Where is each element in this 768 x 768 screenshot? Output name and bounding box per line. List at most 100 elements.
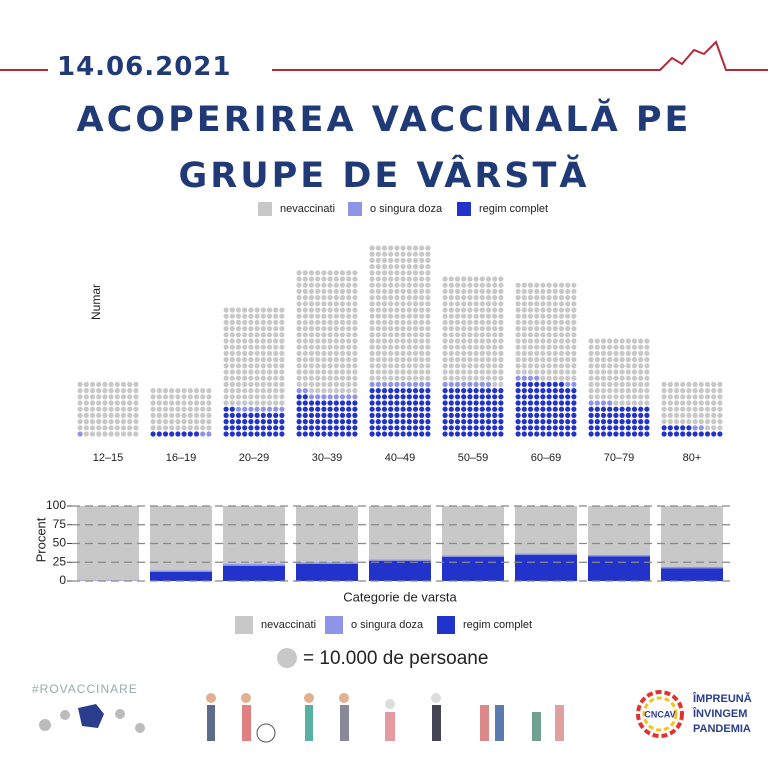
dot <box>565 301 571 307</box>
dot <box>454 301 461 307</box>
dot <box>552 307 558 313</box>
dot <box>406 276 412 282</box>
dot <box>114 381 120 387</box>
y-tick-label: 25 <box>53 554 67 568</box>
dot <box>412 412 419 418</box>
dot <box>89 400 96 406</box>
dot <box>235 412 242 418</box>
dot <box>296 295 302 301</box>
dot <box>546 375 552 381</box>
dot <box>492 412 498 418</box>
dot <box>400 412 406 418</box>
dot <box>479 425 485 431</box>
dot <box>527 344 534 350</box>
dot <box>492 363 498 369</box>
dot <box>327 270 333 276</box>
dot <box>540 412 546 418</box>
dot <box>619 381 625 387</box>
dot <box>162 406 169 412</box>
dot <box>454 425 461 431</box>
dot <box>717 412 723 418</box>
dot <box>375 388 381 394</box>
slogan: ÎMPREUNĂ <box>692 692 752 705</box>
dot <box>492 394 498 400</box>
dot <box>565 344 571 350</box>
dot-segment <box>296 270 358 394</box>
dot <box>473 326 479 332</box>
bar-segment <box>661 566 723 569</box>
dot <box>120 431 127 437</box>
dot <box>534 282 540 288</box>
dot <box>77 419 83 425</box>
dot <box>273 388 279 394</box>
legend-label: nevaccinati <box>261 619 316 631</box>
dot <box>302 307 308 313</box>
dot <box>235 369 242 375</box>
dot <box>448 276 454 282</box>
dot <box>442 313 448 319</box>
dot <box>521 381 527 387</box>
dot <box>638 375 644 381</box>
dot <box>594 425 600 431</box>
dot <box>133 419 139 425</box>
dot <box>254 313 260 319</box>
dot <box>242 357 248 363</box>
dot <box>223 313 229 319</box>
dot <box>619 431 625 437</box>
dot <box>352 276 358 282</box>
dot <box>156 431 162 437</box>
dot <box>333 350 339 356</box>
dot <box>613 344 619 350</box>
dot <box>631 357 638 363</box>
dot <box>114 388 120 394</box>
dot <box>369 431 375 437</box>
dot <box>534 332 540 338</box>
dot <box>169 412 175 418</box>
dot <box>77 388 83 394</box>
dot <box>527 282 534 288</box>
dot <box>571 319 577 325</box>
dot <box>120 400 127 406</box>
dot <box>400 326 406 332</box>
dot <box>375 357 381 363</box>
dot <box>667 394 673 400</box>
dot <box>473 369 479 375</box>
dot <box>419 357 425 363</box>
dot <box>235 431 242 437</box>
dot <box>175 388 181 394</box>
dot <box>308 344 315 350</box>
dot <box>461 394 467 400</box>
dot <box>394 245 400 251</box>
dot <box>381 282 388 288</box>
dot <box>133 388 139 394</box>
dot <box>454 332 461 338</box>
dot <box>254 419 260 425</box>
dot <box>223 406 229 412</box>
dot <box>333 338 339 344</box>
dot-segment <box>661 425 723 437</box>
dot <box>467 394 473 400</box>
dot <box>425 431 431 437</box>
dot <box>565 295 571 301</box>
legend-swatch <box>325 616 343 634</box>
dot <box>571 282 577 288</box>
dot <box>717 394 723 400</box>
dot <box>296 357 302 363</box>
dot <box>454 295 461 301</box>
dot <box>235 363 242 369</box>
dot <box>175 431 181 437</box>
dot <box>534 295 540 301</box>
dot <box>394 388 400 394</box>
dot <box>254 381 260 387</box>
dot <box>308 406 315 412</box>
dot <box>680 412 686 418</box>
dot <box>375 276 381 282</box>
dot <box>546 369 552 375</box>
dot <box>89 381 96 387</box>
dot <box>308 313 315 319</box>
dot <box>229 412 235 418</box>
dot <box>698 419 704 425</box>
dot-segment <box>515 381 577 437</box>
dot <box>400 350 406 356</box>
dot <box>248 375 254 381</box>
